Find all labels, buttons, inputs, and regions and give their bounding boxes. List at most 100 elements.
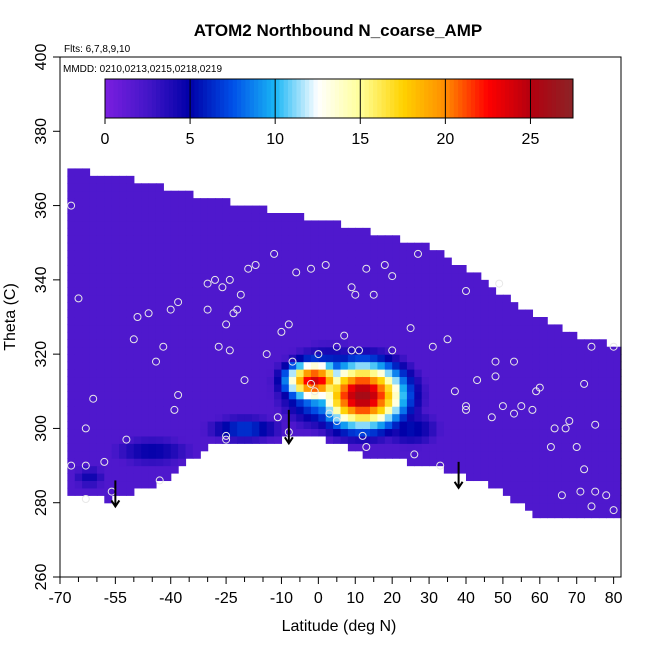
heatmap-cell: [237, 265, 246, 274]
heatmap-cell: [133, 428, 142, 437]
heatmap-cell: [259, 205, 268, 214]
heatmap-cell: [532, 406, 541, 415]
heatmap-cell: [429, 391, 438, 400]
colorbar-segment: [207, 79, 212, 118]
heatmap-cell: [274, 220, 283, 229]
heatmap-cell: [406, 265, 415, 274]
heatmap-cell: [89, 428, 98, 437]
heatmap-cell: [598, 473, 607, 482]
heatmap-cell: [266, 346, 275, 355]
heatmap-cell: [429, 287, 438, 296]
heatmap-cell: [502, 428, 511, 437]
heatmap-cell: [370, 391, 379, 400]
heatmap-cell: [510, 458, 519, 467]
colorbar-segment: [168, 79, 174, 118]
heatmap-cell: [392, 265, 401, 274]
heatmap-cell: [547, 421, 556, 430]
heatmap-cell: [259, 302, 268, 311]
heatmap-cell: [473, 421, 482, 430]
heatmap-cell: [155, 279, 164, 288]
heatmap-cell: [362, 227, 371, 236]
heatmap-cell: [244, 272, 253, 281]
heatmap-cell: [384, 339, 393, 348]
heatmap-cell: [384, 309, 393, 318]
heatmap-cell: [310, 302, 319, 311]
heatmap-cell: [370, 279, 379, 288]
heatmap-cell: [569, 331, 578, 340]
heatmap-cell: [126, 257, 135, 266]
heatmap-cell: [222, 369, 231, 378]
heatmap-cell: [318, 309, 327, 318]
heatmap-cell: [222, 220, 231, 229]
heatmap-cell: [119, 458, 128, 467]
heatmap-cell: [207, 428, 216, 437]
heatmap-cell: [192, 205, 201, 214]
heatmap-cell: [598, 465, 607, 474]
heatmap-cell: [532, 510, 541, 519]
heatmap-cell: [259, 309, 268, 318]
heatmap-cell: [318, 413, 327, 422]
heatmap-cell: [495, 480, 504, 489]
heatmap-cell: [392, 450, 401, 459]
sample-point: [222, 431, 231, 440]
heatmap-cell: [82, 190, 91, 199]
heatmap-cell: [606, 376, 615, 385]
heatmap-cell: [495, 383, 504, 392]
heatmap-cell: [473, 317, 482, 326]
heatmap-cell: [288, 398, 297, 407]
heatmap-cell: [362, 428, 371, 437]
heatmap-cell: [67, 421, 76, 430]
heatmap-cell: [126, 339, 135, 348]
heatmap-cell: [569, 361, 578, 370]
heatmap-cell: [318, 317, 327, 326]
heatmap-cell: [244, 428, 253, 437]
heatmap-cell: [281, 250, 290, 259]
heatmap-cell: [443, 421, 452, 430]
heatmap-cell: [303, 235, 312, 244]
heatmap-cell: [192, 406, 201, 415]
heatmap-cell: [443, 265, 452, 274]
heatmap-cell: [274, 235, 283, 244]
heatmap-cell: [237, 213, 246, 222]
heatmap-cell: [155, 428, 164, 437]
heatmap-cell: [377, 250, 386, 259]
heatmap-cell: [362, 346, 371, 355]
heatmap-cell: [155, 391, 164, 400]
heatmap-cell: [178, 443, 187, 452]
heatmap-cell: [185, 450, 194, 459]
heatmap-cell: [414, 376, 423, 385]
heatmap-cell: [539, 495, 548, 504]
heatmap-cell: [163, 383, 172, 392]
heatmap-cell: [163, 227, 172, 236]
heatmap-cell: [104, 473, 113, 482]
heatmap-cell: [82, 354, 91, 363]
heatmap-cell: [429, 383, 438, 392]
sample-point: [557, 491, 566, 500]
heatmap-cell: [414, 339, 423, 348]
heatmap-cell: [155, 265, 164, 274]
y-tick-label: 380: [33, 118, 50, 145]
heatmap-cell: [259, 406, 268, 415]
sample-point: [462, 405, 470, 414]
heatmap-cell: [591, 510, 600, 519]
heatmap-cell: [207, 346, 216, 355]
heatmap-cell: [362, 369, 371, 378]
heatmap-cell: [539, 435, 548, 444]
colorbar-segment: [245, 79, 251, 118]
heatmap-cell: [185, 391, 194, 400]
heatmap-cell: [421, 317, 430, 326]
heatmap-cell: [89, 257, 98, 266]
heatmap-cell: [67, 302, 76, 311]
heatmap-cell: [392, 406, 401, 415]
sample-point: [89, 394, 98, 403]
heatmap-cell: [532, 502, 541, 511]
heatmap-cell: [318, 220, 327, 229]
heatmap-cell: [347, 369, 356, 378]
colorbar-tick-label: 10: [266, 131, 284, 148]
heatmap-cell: [229, 354, 238, 363]
colorbar-segment: [517, 79, 523, 118]
colorbar-segment: [543, 79, 548, 118]
heatmap-cell: [259, 250, 268, 259]
heatmap-cell: [237, 279, 246, 288]
heatmap-cell: [561, 376, 570, 385]
